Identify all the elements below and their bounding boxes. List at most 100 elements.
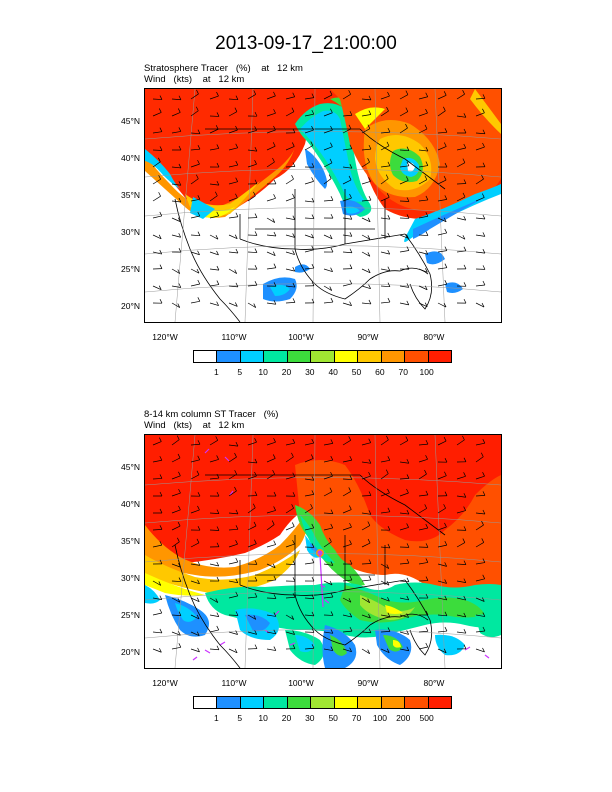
wind-barb: [247, 475, 257, 480]
wind-barb: [209, 440, 218, 446]
wind-barb-flag: [216, 91, 219, 97]
wind-barb-flag: [195, 106, 199, 111]
wind-barb-flag: [176, 435, 180, 440]
wind-barb-flag: [311, 197, 315, 203]
wind-barb: [323, 301, 333, 304]
wind-barb-flag: [177, 217, 181, 222]
panel2-lat-label: 45°N: [121, 462, 140, 472]
panel2-lat-label: 35°N: [121, 536, 140, 546]
wind-barb: [152, 648, 162, 653]
wind-barb: [190, 509, 200, 514]
wind-barb-flag: [349, 215, 353, 220]
wind-barb-flag: [197, 561, 201, 566]
wind-barb-flag: [216, 625, 220, 631]
wind-barb: [475, 251, 485, 254]
wind-barb-flag: [291, 452, 294, 458]
wind-barb-flag: [368, 284, 371, 289]
wind-barb: [361, 148, 371, 151]
wind-barb: [266, 129, 276, 134]
wind-barb-flag: [197, 526, 201, 531]
wind-barb: [342, 648, 352, 653]
wind-barb: [266, 524, 275, 531]
wind-barb: [380, 251, 390, 255]
wind-barb-flag: [348, 124, 352, 130]
wind-barb-flag: [252, 503, 256, 508]
wind-barb-flag: [234, 470, 237, 475]
panel2-lon-label: 100°W: [288, 678, 314, 688]
wind-barb-flag: [197, 492, 201, 497]
wind-barb-flag: [292, 162, 296, 167]
colorbar-swatch: [240, 697, 265, 708]
wind-barb-flag: [311, 594, 315, 599]
wind-barb: [380, 301, 390, 304]
wind-barb: [437, 614, 447, 617]
wind-barb: [304, 507, 313, 514]
wind-barb: [380, 131, 390, 134]
colorbar-label: 40: [328, 367, 338, 377]
colorbar-swatch: [334, 697, 359, 708]
wind-barb-flag: [235, 611, 239, 616]
colorbar-swatch: [287, 351, 312, 362]
wind-barb-flag: [368, 110, 372, 115]
wind-barb-flag: [234, 648, 238, 654]
wind-barb: [418, 508, 427, 514]
wind-barb-flag: [481, 174, 484, 180]
wind-barb-flag: [368, 144, 372, 150]
wind-barb: [437, 250, 447, 253]
wind-barb-flag: [178, 181, 182, 186]
wind-barb: [209, 268, 219, 271]
wind-barb-flag: [481, 538, 485, 543]
panel1-map: [144, 88, 502, 323]
wind-barb: [323, 94, 333, 100]
panel2-map: [144, 434, 502, 669]
wind-barb-flag: [311, 298, 315, 304]
wind-barb-flag: [463, 143, 467, 149]
wind-barb-flag: [216, 280, 220, 285]
wind-barb: [380, 597, 390, 602]
wind-barb: [190, 163, 200, 168]
wind-barb-flag: [329, 487, 333, 492]
wind-barb: [418, 251, 428, 255]
wind-barb-flag: [216, 180, 220, 186]
wind-barb: [323, 268, 333, 273]
wind-barb-flag: [406, 509, 410, 515]
wind-barb-flag: [291, 174, 294, 180]
wind-barb-flag: [349, 575, 353, 581]
wind-barb: [228, 512, 238, 515]
colorbar-swatch: [358, 697, 382, 708]
wind-barb: [304, 129, 314, 134]
wind-barb-flag: [406, 595, 410, 601]
wind-barb-flag: [330, 646, 334, 651]
wind-barb: [437, 544, 447, 548]
wind-barb-flag: [273, 612, 277, 617]
wind-barb: [228, 456, 237, 463]
wind-barb-flag: [311, 628, 315, 633]
wind-barb: [456, 147, 466, 151]
wind-barb: [285, 563, 295, 566]
wind-barb-flag: [330, 267, 333, 272]
wind-barb-flag: [178, 643, 182, 648]
wind-barb-flag: [481, 597, 485, 602]
wind-barb: [456, 597, 466, 601]
wind-barb-flag: [215, 598, 219, 603]
wind-barb-flag: [253, 90, 257, 95]
wind-barb: [285, 285, 295, 288]
wind-barb-flag: [482, 626, 486, 632]
wind-barb: [361, 512, 371, 515]
wind-barb: [418, 165, 428, 168]
wind-barb-flag: [387, 282, 391, 287]
wind-barb: [323, 285, 332, 291]
wind-barb-flag: [178, 127, 182, 132]
wind-barb-flag: [349, 522, 352, 528]
panel2-lon-label: 90°W: [357, 678, 379, 688]
wind-barb: [475, 132, 485, 135]
colorbar-label: 1: [213, 713, 219, 723]
wind-barb-flag: [406, 214, 410, 219]
wind-barb: [456, 217, 466, 221]
wind-barb: [209, 215, 219, 219]
wind-barb: [342, 614, 352, 618]
wind-barb: [171, 234, 181, 238]
wind-barb-flag: [254, 576, 258, 582]
wind-barb: [247, 525, 257, 531]
wind-barb: [475, 98, 486, 100]
